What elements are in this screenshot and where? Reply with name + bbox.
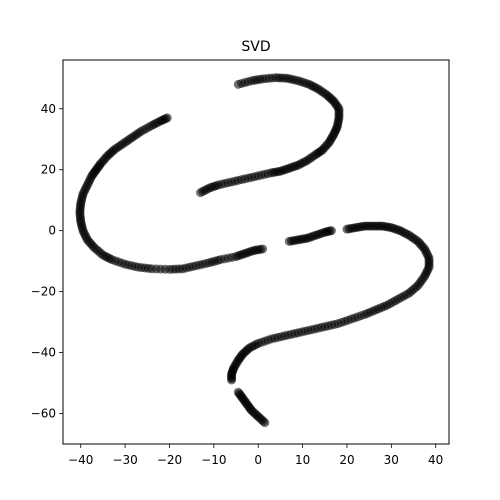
y-tick-label: 0 (48, 224, 56, 238)
y-tick-label: −40 (31, 346, 56, 360)
y-tick-label: 20 (41, 163, 56, 177)
scatter-point (234, 80, 243, 89)
scatter-point (327, 226, 336, 235)
scatter-point (260, 418, 269, 427)
x-tick-label: 30 (384, 453, 399, 467)
y-tick-label: 40 (41, 102, 56, 116)
x-tick-label: −40 (68, 453, 93, 467)
x-tick-label: −20 (157, 453, 182, 467)
scatter-point (227, 376, 236, 385)
x-tick-label: 10 (295, 453, 310, 467)
x-tick-label: 40 (428, 453, 443, 467)
scatter-point (258, 244, 267, 253)
x-tick-label: 20 (339, 453, 354, 467)
chart-title: SVD (241, 39, 270, 55)
x-tick-label: −30 (112, 453, 137, 467)
x-tick-label: 0 (254, 453, 262, 467)
y-tick-label: −20 (31, 285, 56, 299)
x-tick-label: −10 (201, 453, 226, 467)
y-tick-label: −60 (31, 407, 56, 421)
